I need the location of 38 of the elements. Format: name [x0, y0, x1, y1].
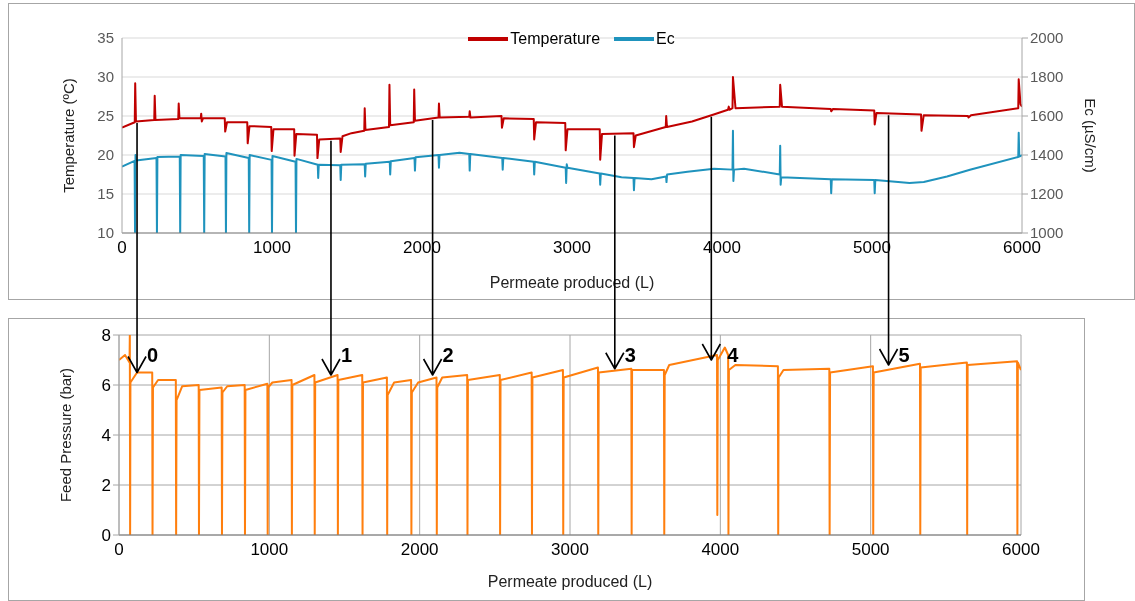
y2-tick-label: 1600: [1030, 107, 1064, 125]
x-tick-label: 5000: [851, 540, 890, 560]
y2-axis-title: Ec (µS/cm): [1081, 98, 1099, 173]
y-tick-label: 30: [97, 68, 114, 86]
x-tick-label: 3000: [553, 238, 591, 258]
y-tick-label: 25: [97, 107, 114, 125]
annotation: 3: [624, 344, 636, 366]
x-tick-label: 3000: [551, 540, 589, 560]
x-tick-label: 1000: [253, 238, 291, 258]
x-tick-label: 6000: [1002, 540, 1040, 560]
x-tick-label: 1000: [250, 540, 289, 560]
y-tick-label: 8: [101, 326, 111, 346]
y-tick-label: 35: [97, 29, 114, 47]
annotation: 1: [340, 344, 353, 366]
annotation: 5: [898, 344, 910, 366]
y-tick-label: 15: [97, 185, 114, 203]
y-tick-label: 4: [101, 426, 111, 446]
line-series: [122, 76, 1022, 161]
y-tick-label: 10: [97, 224, 114, 242]
y-tick-label: 2: [101, 476, 111, 496]
y-axis-title: Feed Pressure (bar): [57, 367, 75, 503]
y2-tick-label: 1400: [1030, 146, 1064, 164]
y-tick-label: 6: [101, 376, 111, 396]
line-series: [122, 129, 1022, 233]
annotation: 2: [442, 344, 454, 366]
legend-label: Ec: [656, 30, 675, 48]
y2-tick-label: 1200: [1030, 185, 1064, 203]
x-tick-label: 0: [117, 238, 127, 258]
y-tick-label: 20: [97, 146, 114, 164]
y-axis-title: Temperature (ºC): [60, 78, 78, 193]
y-tick-label: 0: [101, 526, 111, 546]
x-axis-title: Permeate produced (L): [487, 573, 653, 590]
annotation: 0: [147, 344, 159, 366]
x-tick-label: 2000: [400, 540, 439, 560]
y2-tick-label: 2000: [1030, 29, 1064, 47]
legend-label: Temperature: [510, 30, 601, 48]
y2-tick-label: 1800: [1030, 68, 1064, 86]
x-tick-label: 4000: [701, 540, 740, 560]
